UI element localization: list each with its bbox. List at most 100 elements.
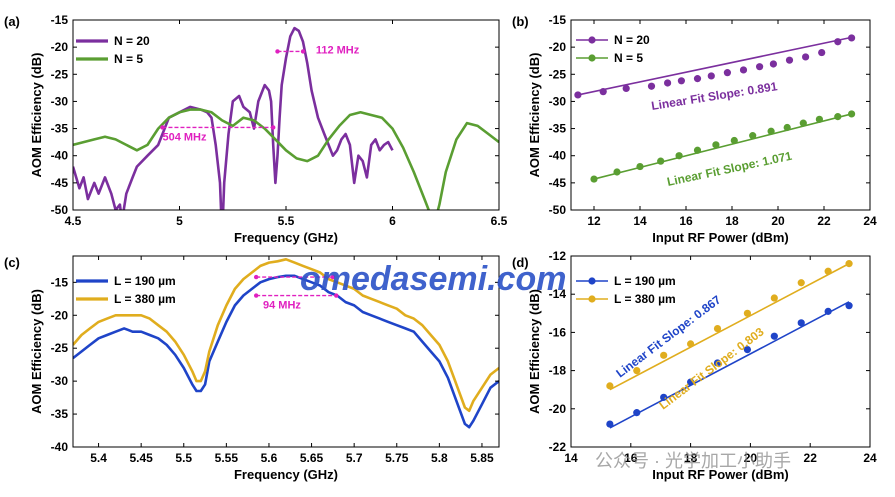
- y-tick-label-4: -35: [51, 122, 69, 136]
- panel-a-chart: (a) 504 MHz 112 MHz 4.5 5 5.5 6 6.5 -50 -45 -40 -35…: [4, 13, 508, 245]
- data-point-s2-5: [713, 324, 722, 333]
- panel-label: (a): [4, 14, 20, 29]
- x-tick-label-1: 4.5: [65, 214, 82, 228]
- data-point-s1-10: [739, 66, 748, 74]
- x-tick-label-2: 14: [633, 214, 647, 228]
- x-tick-label-8: 5.75: [385, 451, 409, 465]
- y-tick-label-3: -40: [51, 149, 69, 163]
- series-line-1: [73, 26, 394, 210]
- data-point-s1-4: [647, 82, 656, 90]
- panel-label: (b): [512, 14, 529, 29]
- data-point-s1-6: [677, 77, 686, 85]
- legend-marker-1: [588, 277, 596, 285]
- width-marker-start-1: [253, 274, 259, 280]
- y-axis-label: AOM Efficiency (dB): [29, 53, 44, 178]
- data-point-s2-9: [749, 132, 757, 140]
- y-axis-label: AOM Efficiency (dB): [527, 289, 542, 414]
- data-point-s1-3: [622, 84, 630, 92]
- data-point-s1-1: [574, 91, 582, 99]
- footer-watermark: 公众号 · 光学加工小助手: [595, 451, 791, 471]
- data-point-s1-13: [785, 56, 794, 64]
- x-tick-label-5: 20: [771, 214, 785, 228]
- y-tick-label-7: -20: [51, 40, 69, 54]
- panel-label: (d): [512, 255, 529, 270]
- data-point-s2-1: [590, 175, 598, 183]
- legend-entry-2: L = 380 µm: [614, 292, 676, 306]
- x-tick-label-4: 6: [389, 214, 396, 228]
- y-tick-label-3: -30: [51, 374, 69, 388]
- plot-data-layer: [606, 260, 853, 429]
- y-tick-label-2: -45: [51, 176, 69, 190]
- data-point-s2-9: [824, 267, 832, 275]
- x-tick-label-6: 24: [863, 451, 877, 465]
- plot-data-layer: [73, 26, 499, 210]
- data-point-s1-9: [824, 307, 832, 315]
- x-axis-label: Input RF Power (dBm): [652, 230, 789, 245]
- y-axis-label: AOM Efficiency (dB): [527, 53, 542, 178]
- data-point-s2-5: [675, 152, 683, 160]
- data-point-s2-7: [712, 141, 720, 149]
- plot-frame: [72, 19, 500, 211]
- fit-slope-label-2: Linear Fit Slope: 1.071: [666, 149, 794, 189]
- data-point-s2-4: [657, 157, 665, 165]
- legend-entry-1: L = 190 µm: [114, 274, 176, 288]
- y-tick-label-1: -40: [51, 440, 69, 454]
- data-point-s2-4: [687, 340, 695, 348]
- data-point-s2-10: [845, 260, 853, 268]
- series-line-2: [73, 108, 499, 210]
- x-tick-label-3: 5.5: [278, 214, 295, 228]
- x-tick-label-1: 14: [564, 451, 578, 465]
- data-point-s1-7: [693, 75, 702, 83]
- width-marker-label-2: 112 MHz: [316, 45, 360, 57]
- data-point-s1-8: [707, 72, 715, 80]
- y-tick-label-2: -45: [549, 176, 567, 190]
- data-point-s2-6: [693, 146, 702, 154]
- y-tick-label-7: -20: [549, 40, 567, 54]
- width-marker-end-2: [300, 49, 306, 54]
- plot-data-layer: [574, 34, 856, 183]
- x-tick-label-3: 16: [679, 214, 693, 228]
- legend-entry-2: N = 5: [114, 52, 143, 66]
- x-tick-label-4: 20: [744, 451, 758, 465]
- x-tick-label-2: 5.45: [129, 451, 153, 465]
- y-tick-label-8: -15: [51, 13, 69, 27]
- data-point-s1-5: [664, 79, 672, 87]
- x-tick-label-10: 5.85: [470, 451, 494, 465]
- y-tick-label-5: -20: [51, 308, 69, 322]
- fit-line-1: [609, 301, 850, 429]
- x-tick-label-3: 18: [684, 451, 698, 465]
- data-point-s2-11: [783, 123, 791, 132]
- watermark-text: omedasemi.com: [300, 260, 566, 298]
- y-tick-label-2: -35: [51, 407, 69, 421]
- data-point-s1-11: [756, 63, 764, 71]
- legend-marker-1: [588, 36, 596, 44]
- panel-label: (c): [4, 255, 20, 270]
- data-point-s1-2: [599, 88, 607, 96]
- data-point-s2-3: [636, 162, 644, 171]
- x-axis-label: Input RF Power (dBm): [652, 467, 789, 482]
- x-tick-label-6: 5.65: [300, 451, 324, 465]
- fit-line-2: [609, 262, 850, 391]
- y-tick-label-5: -14: [549, 287, 567, 301]
- y-tick-label-6: -25: [549, 67, 567, 81]
- y-tick-label-1: -50: [549, 203, 567, 217]
- series-line-2: [73, 257, 499, 413]
- x-tick-label-5: 6.5: [491, 214, 508, 228]
- x-tick-label-5: 5.6: [261, 451, 278, 465]
- data-point-s1-15: [818, 48, 826, 57]
- y-tick-label-1: -22: [549, 440, 567, 454]
- x-tick-label-1: 5.4: [90, 451, 107, 465]
- x-tick-label-7: 5.7: [346, 451, 363, 465]
- data-point-s2-6: [743, 309, 752, 317]
- x-tick-label-5: 22: [804, 451, 818, 465]
- plot-frame: [72, 255, 500, 448]
- data-point-s2-7: [770, 294, 778, 302]
- width-marker-label-1: 504 MHz: [162, 132, 207, 144]
- width-marker-start-2: [253, 293, 259, 298]
- x-tick-label-4: 5.55: [215, 451, 239, 465]
- x-axis-label: Frequency (GHz): [234, 467, 338, 482]
- y-tick-label-5: -30: [51, 94, 69, 108]
